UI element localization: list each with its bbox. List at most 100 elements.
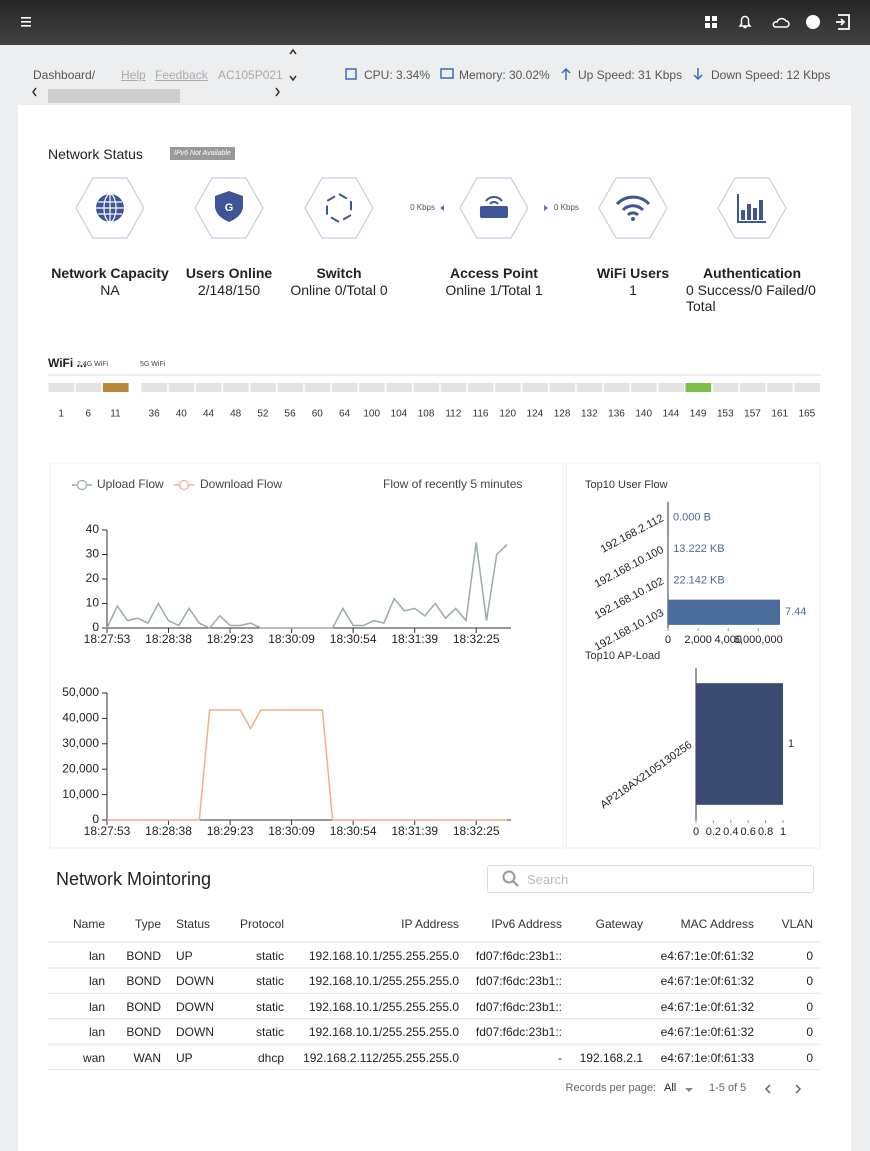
channel-slot	[168, 383, 195, 392]
y-tick-label: 10	[86, 596, 100, 610]
channel-slot	[603, 383, 630, 392]
table-cell: static	[255, 949, 284, 963]
channel-slot	[331, 383, 358, 392]
column-header: Protocol	[239, 917, 284, 931]
column-header: Gateway	[595, 917, 643, 931]
status-label: Access Point	[450, 265, 538, 281]
channel-label: 120	[499, 409, 516, 420]
x-tick-label: 18:30:09	[268, 632, 315, 646]
network-status-title: Network Status	[48, 146, 143, 162]
bell-icon[interactable]	[738, 15, 752, 29]
chart-icon-bar	[747, 204, 751, 220]
table-cell: 0	[806, 1025, 813, 1040]
chart-icon-bar	[753, 208, 757, 220]
table-cell: 192.168.10.1/255.255.255.0	[308, 974, 459, 989]
x-tick-label: 18:32:25	[453, 824, 500, 838]
x-tick-label: 18:27:53	[84, 632, 131, 646]
channel-slot	[413, 383, 440, 392]
channel-label: 144	[663, 409, 680, 420]
legend-label: Upload Flow	[97, 477, 164, 491]
scroll-right[interactable]	[275, 87, 280, 97]
channel-label: 44	[203, 409, 215, 420]
memory-icon	[440, 68, 454, 79]
table-cell: DOWN	[176, 974, 214, 989]
select-caret[interactable]	[685, 1088, 693, 1092]
next-page[interactable]	[795, 1084, 802, 1094]
top-panel	[565, 462, 821, 849]
scroll-vertical[interactable]	[289, 48, 297, 82]
channel-slot	[359, 383, 385, 392]
channel-label: 6	[86, 409, 92, 420]
globe-icon[interactable]	[806, 15, 820, 29]
x-tick-label: 18:28:38	[145, 824, 192, 838]
channel-slot	[250, 383, 276, 392]
x-tick-label: 0	[693, 826, 699, 838]
channel-label: 36	[149, 409, 161, 420]
flow-line	[106, 542, 508, 629]
y-tick-label: 40	[86, 522, 100, 536]
column-header: IP Address	[401, 917, 459, 931]
channel-label: 52	[257, 409, 269, 420]
channel-label: 136	[608, 409, 625, 420]
channel-label: 140	[635, 409, 652, 420]
feedback-link[interactable]: Feedback	[155, 68, 208, 82]
status-label: Users Online	[185, 265, 273, 281]
status-label: WiFi Users	[596, 265, 670, 281]
top-bar	[0, 0, 870, 45]
help-link[interactable]: Help	[121, 68, 146, 82]
channel-label: 64	[339, 409, 351, 420]
status-value: NA	[100, 282, 120, 298]
menu-icon[interactable]	[21, 17, 31, 27]
channel-slot	[141, 383, 168, 392]
memory-stat: Memory: 30.02%	[459, 68, 550, 82]
x-tick-label: 18:30:54	[330, 824, 377, 838]
qr-icon[interactable]	[705, 16, 717, 28]
x-tick-label: 18:29:23	[207, 824, 254, 838]
cloud-icon[interactable]	[772, 17, 790, 28]
table-cell: static	[255, 1025, 284, 1040]
channel-label: 11	[110, 409, 121, 420]
device-name: AC105P021	[218, 68, 283, 82]
legend-marker	[76, 479, 88, 491]
status-label: Authentication	[703, 265, 801, 281]
chart-title: Top10 User Flow	[585, 479, 668, 491]
channel-label: 132	[581, 409, 598, 420]
table-cell: UP	[176, 1050, 193, 1065]
scrollbar[interactable]	[48, 89, 180, 103]
per-page-select[interactable]: All	[664, 1082, 677, 1094]
channel-label: 100	[363, 409, 380, 420]
globe-lines	[96, 194, 124, 222]
logout-icon[interactable]	[836, 14, 850, 30]
table-cell: DOWN	[176, 1025, 214, 1040]
chart-title: Top10 AP-Load	[585, 650, 660, 662]
channel-label: 157	[744, 409, 761, 420]
x-tick-label: 18:28:38	[145, 632, 192, 646]
cpu-icon	[345, 68, 357, 80]
channel-label: 165	[799, 409, 816, 420]
bar	[668, 599, 780, 625]
x-tick-label: 18:31:39	[391, 824, 438, 838]
channel-slot	[495, 383, 521, 392]
prev-page[interactable]	[764, 1084, 771, 1094]
breadcrumb[interactable]: Dashboard/	[33, 68, 96, 82]
scroll-left[interactable]	[32, 87, 37, 97]
x-tick-label: 18:27:53	[84, 824, 131, 838]
table-cell: -	[558, 1050, 562, 1065]
table-cell: lan	[88, 1025, 105, 1040]
y-tick-label: 30	[86, 547, 100, 561]
records-label: Records per page:	[565, 1082, 657, 1094]
status-value: Online 0/Total 0	[290, 282, 388, 298]
channel-label: 153	[717, 409, 734, 420]
y-tick-label: 0	[92, 620, 99, 634]
x-tick-label: 2,000	[684, 634, 712, 646]
table-cell: BOND	[126, 974, 161, 989]
status-label: Network Capacity	[51, 265, 169, 281]
bar	[696, 683, 783, 805]
table-cell: 0	[806, 1050, 813, 1065]
table-cell: e4:67:1e:0f:61:32	[660, 999, 754, 1014]
search-box[interactable]: Search	[487, 865, 814, 893]
status-value: 2/148/150	[197, 282, 261, 298]
x-tick-label: 1	[780, 826, 786, 838]
monitoring-title: Network Mointoring	[56, 869, 212, 889]
